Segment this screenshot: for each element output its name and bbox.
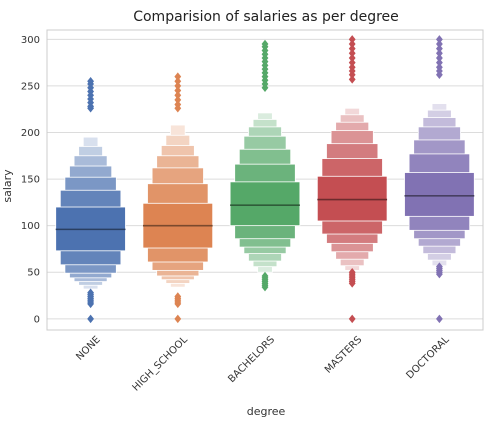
x-tick-label: MASTERS	[323, 334, 364, 375]
y-tick-label: 0	[34, 314, 40, 325]
y-tick-label: 100	[21, 221, 40, 232]
outlier-point	[436, 39, 443, 49]
outlier-point	[174, 95, 182, 105]
outlier-point	[348, 35, 356, 44]
x-tick-label: NONE	[74, 334, 102, 362]
outlier-point	[174, 86, 182, 95]
outlier-point	[348, 58, 356, 67]
y-tick-label: 200	[21, 128, 40, 139]
outlier-point	[436, 63, 443, 72]
plot-frame	[46, 29, 484, 331]
outlier-point	[87, 288, 94, 297]
plot-area	[55, 35, 475, 324]
outlier-point	[174, 76, 182, 86]
outlier-point	[348, 314, 356, 324]
outlier-point	[348, 53, 356, 63]
outlier-point	[348, 39, 356, 49]
boxen-none	[55, 76, 126, 324]
outlier-point	[261, 39, 269, 49]
y-tick-label: 300	[21, 35, 40, 46]
x-tick-label: HIGH_SCHOOL	[131, 334, 191, 394]
chart-title: Comparision of salaries as per degree	[133, 9, 399, 25]
outlier-point	[436, 49, 443, 58]
y-tick-label: 250	[21, 81, 40, 92]
outlier-point	[436, 53, 443, 63]
boxen-high-school	[142, 72, 214, 324]
x-tick-label: DOCTORAL	[404, 334, 451, 381]
boxen-level	[316, 175, 388, 222]
x-axis-label: degree	[247, 405, 286, 418]
outlier-point	[174, 100, 182, 109]
x-axis-ticks: NONE HIGH_SCHOOL BACHELORS MASTERS DOCTORAL	[74, 334, 451, 394]
outlier-point	[174, 72, 182, 81]
outlier-point	[174, 292, 182, 301]
boxen-level	[229, 181, 301, 227]
outlier-point	[87, 76, 94, 86]
x-tick-label: BACHELORS	[226, 334, 277, 385]
outlier-point	[436, 44, 443, 53]
outlier-point	[436, 262, 443, 271]
outlier-point	[348, 75, 356, 84]
outlier-point	[87, 314, 94, 324]
y-axis-ticks: 0 50 100 150 200 250 300	[21, 35, 40, 326]
outlier-point	[348, 63, 356, 72]
boxen-doctoral	[404, 35, 475, 324]
outlier-point	[348, 267, 356, 277]
boxen-level	[404, 172, 475, 217]
outlier-point	[348, 44, 356, 53]
y-axis-label: salary	[1, 169, 14, 203]
outlier-point	[436, 58, 443, 67]
y-tick-label: 150	[21, 175, 40, 186]
boxen-bachelors	[229, 39, 301, 292]
outlier-point	[174, 314, 182, 324]
outlier-point	[436, 314, 443, 324]
outlier-point	[261, 271, 269, 281]
outlier-point	[174, 81, 182, 91]
outlier-point	[436, 35, 443, 44]
y-tick-label: 50	[27, 268, 40, 279]
outlier-point	[174, 90, 182, 100]
boxen-masters	[316, 35, 388, 324]
outlier-point	[348, 49, 356, 58]
